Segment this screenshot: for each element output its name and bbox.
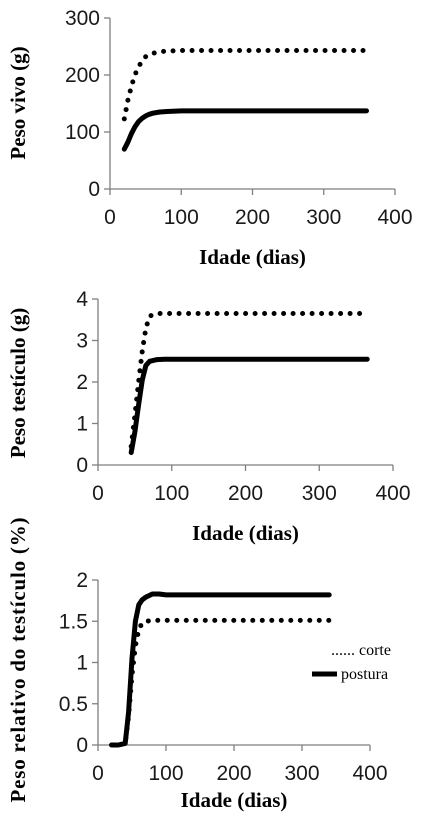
y-tick-label: 0 <box>76 734 88 757</box>
series-corte <box>128 311 370 449</box>
x-tick-label: 100 <box>148 762 183 785</box>
series-postura <box>128 356 370 456</box>
x-axis-label: Idade (dias) <box>192 521 299 545</box>
y-tick-label: 1 <box>76 652 88 675</box>
x-tick-label: 400 <box>377 206 412 229</box>
series-postura <box>121 108 369 152</box>
series-corte <box>109 617 332 748</box>
y-tick-label: 1 <box>76 413 88 436</box>
x-tick-label: 300 <box>306 206 341 229</box>
x-tick-label: 100 <box>154 482 189 505</box>
chart-peso-relativo: 0 0.5 1 1.5 2 0 100 200 300 400 Idade (dias) Peso r… <box>6 518 388 813</box>
x-axis-label: Idade (dias) <box>199 245 306 269</box>
y-tick-label: 2 <box>76 371 88 394</box>
x-tick-label: 200 <box>216 762 251 785</box>
y-tick-label: 4 <box>76 288 88 311</box>
x-tick-label: 0 <box>92 482 104 505</box>
series-postura <box>109 591 332 748</box>
x-tick-label: 0 <box>92 762 104 785</box>
y-tick-label: 0.5 <box>59 693 88 716</box>
y-tick-label: 0 <box>76 454 88 477</box>
y-axis-label: Peso vivo (g) <box>6 46 30 159</box>
y-tick-label: 300 <box>65 7 100 30</box>
x-tick-label: 400 <box>375 482 410 505</box>
legend-label-postura: postura <box>341 666 388 683</box>
x-tick-label: 300 <box>302 482 337 505</box>
y-axis-label: Peso testículo (g) <box>6 308 30 458</box>
y-tick-label: 100 <box>65 121 100 144</box>
chart-peso-vivo: 0 100 200 300 0 100 200 300 400 Idade (dias) Peso … <box>6 7 413 269</box>
x-tick-label: 200 <box>228 482 263 505</box>
x-tick-label: 400 <box>352 762 387 785</box>
legend: ...... corte postura <box>312 642 391 683</box>
x-tick-label: 0 <box>104 206 116 229</box>
series-corte <box>121 48 369 122</box>
legend-label-corte: ...... corte <box>331 642 391 659</box>
x-axis-label: Idade (dias) <box>181 788 288 812</box>
chart-peso-testiculo: 0 1 2 3 4 0 100 200 300 400 Idade (dias) Peso testí… <box>6 288 411 545</box>
y-tick-label: 3 <box>76 330 88 353</box>
y-tick-label: 2 <box>76 569 88 592</box>
x-tick-label: 100 <box>164 206 199 229</box>
y-tick-label: 1.5 <box>59 610 88 633</box>
y-tick-label: 200 <box>65 64 100 87</box>
y-tick-label: 0 <box>88 178 100 201</box>
y-axis-label: Peso relativo do testículo (%) <box>6 518 30 803</box>
x-tick-label: 200 <box>235 206 270 229</box>
x-tick-label: 300 <box>284 762 319 785</box>
